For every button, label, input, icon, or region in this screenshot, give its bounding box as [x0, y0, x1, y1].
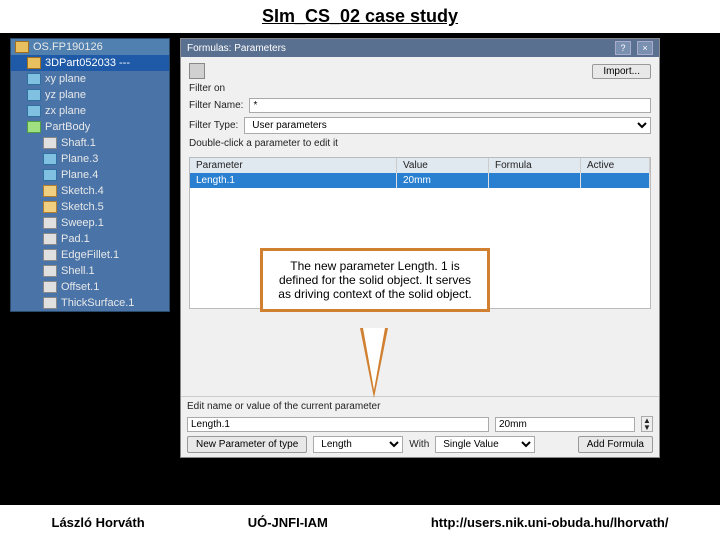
- body-icon: [27, 121, 41, 133]
- tree-item[interactable]: EdgeFillet.1: [11, 247, 169, 263]
- slide-footer: László Horváth UÓ-JNFI-IAM http://users.…: [0, 505, 720, 540]
- edit-name-input[interactable]: [187, 417, 489, 432]
- footer-author: László Horváth: [52, 515, 145, 530]
- plane-icon: [43, 153, 57, 165]
- filter-on-label: Filter on: [189, 83, 225, 94]
- add-formula-button[interactable]: Add Formula: [578, 436, 653, 453]
- filter-type-label: Filter Type:: [189, 120, 238, 131]
- cell-active: [581, 173, 650, 188]
- plane-icon: [27, 73, 41, 85]
- tree-item-label: Plane.4: [61, 169, 98, 181]
- grid-hint: Double-click a parameter to edit it: [189, 138, 338, 149]
- tree-item-label: Shell.1: [61, 265, 95, 277]
- feat-icon: [43, 217, 57, 229]
- value-spinner[interactable]: ▲▼: [641, 416, 653, 432]
- part3d-icon: [27, 57, 41, 69]
- tree-item[interactable]: Pad.1: [11, 231, 169, 247]
- tree-item[interactable]: Sketch.4: [11, 183, 169, 199]
- import-button[interactable]: Import...: [592, 64, 651, 79]
- sk-icon: [43, 185, 57, 197]
- feat-icon: [43, 265, 57, 277]
- tree-root[interactable]: OS.FP190126: [11, 39, 169, 55]
- help-button[interactable]: ?: [615, 41, 631, 55]
- tree-root-label: OS.FP190126: [33, 41, 103, 53]
- tree-item-label: Shaft.1: [61, 137, 96, 149]
- feat-icon: [43, 233, 57, 245]
- dialog-title: Formulas: Parameters: [187, 43, 286, 54]
- footer-url: http://users.nik.uni-obuda.hu/lhorvath/: [431, 515, 669, 530]
- part-icon: [15, 41, 29, 53]
- main-area: OS.FP190126 3DPart052033 --- xy plane yz …: [0, 33, 720, 463]
- col-formula[interactable]: Formula: [489, 158, 581, 173]
- grid-row[interactable]: Length.1 20mm: [190, 173, 650, 188]
- tree-item-label: zx plane: [45, 105, 86, 117]
- dialog-footer: Edit name or value of the current parame…: [181, 396, 659, 457]
- tree-item[interactable]: Sweep.1: [11, 215, 169, 231]
- plane-icon: [27, 105, 41, 117]
- col-parameter[interactable]: Parameter: [190, 158, 397, 173]
- callout-pointer-fill: [363, 328, 385, 390]
- tree-item-label: Sweep.1: [61, 217, 104, 229]
- tree-item[interactable]: Offset.1: [11, 279, 169, 295]
- feat-icon: [43, 297, 57, 309]
- cell-param: Length.1: [190, 173, 397, 188]
- fx-icon[interactable]: [189, 63, 205, 79]
- tree-item[interactable]: Shell.1: [11, 263, 169, 279]
- tree-selected-label: 3DPart052033 ---: [45, 57, 130, 69]
- grid-header: Parameter Value Formula Active: [190, 158, 650, 173]
- edit-value-input[interactable]: [495, 417, 635, 432]
- feature-tree[interactable]: OS.FP190126 3DPart052033 --- xy plane yz …: [10, 38, 170, 312]
- tree-item-label: xy plane: [45, 73, 86, 85]
- annotation-callout: The new parameter Length. 1 is defined f…: [260, 248, 490, 312]
- close-button[interactable]: ×: [637, 41, 653, 55]
- plane-icon: [43, 169, 57, 181]
- col-active[interactable]: Active: [581, 158, 650, 173]
- tree-item[interactable]: Shaft.1: [11, 135, 169, 151]
- tree-item-label: ThickSurface.1: [61, 297, 134, 309]
- slide-title: SIm_CS_02 case study: [0, 0, 720, 33]
- sk-icon: [43, 201, 57, 213]
- tree-item[interactable]: xy plane: [11, 71, 169, 87]
- tree-item[interactable]: ThickSurface.1: [11, 295, 169, 311]
- tree-selected[interactable]: 3DPart052033 ---: [11, 55, 169, 71]
- tree-item-label: Pad.1: [61, 233, 90, 245]
- tree-item-label: EdgeFillet.1: [61, 249, 119, 261]
- tree-item[interactable]: yz plane: [11, 87, 169, 103]
- edit-hint: Edit name or value of the current parame…: [187, 401, 380, 412]
- tree-item-label: Offset.1: [61, 281, 99, 293]
- tree-item[interactable]: Plane.4: [11, 167, 169, 183]
- new-parameter-button[interactable]: New Parameter of type: [187, 436, 307, 453]
- col-value[interactable]: Value: [397, 158, 489, 173]
- with-select[interactable]: Single Value: [435, 436, 535, 453]
- tree-item-label: Plane.3: [61, 153, 98, 165]
- tree-item-label: yz plane: [45, 89, 86, 101]
- tree-item-label: PartBody: [45, 121, 90, 133]
- tree-item[interactable]: Plane.3: [11, 151, 169, 167]
- dialog-titlebar: Formulas: Parameters ? ×: [181, 39, 659, 57]
- feat-icon: [43, 281, 57, 293]
- feat-icon: [43, 137, 57, 149]
- filter-name-label: Filter Name:: [189, 100, 243, 111]
- plane-icon: [27, 89, 41, 101]
- param-type-select[interactable]: Length: [313, 436, 403, 453]
- filter-name-input[interactable]: [249, 98, 651, 113]
- tree-item[interactable]: zx plane: [11, 103, 169, 119]
- tree-item[interactable]: Sketch.5: [11, 199, 169, 215]
- filter-type-select[interactable]: User parameters: [244, 117, 651, 134]
- with-label: With: [409, 439, 429, 450]
- callout-text: The new parameter Length. 1 is defined f…: [278, 259, 471, 301]
- cell-formula: [489, 173, 581, 188]
- feat-icon: [43, 249, 57, 261]
- cell-value: 20mm: [397, 173, 489, 188]
- tree-item-label: Sketch.5: [61, 201, 104, 213]
- tree-item[interactable]: PartBody: [11, 119, 169, 135]
- footer-org: UÓ-JNFI-IAM: [248, 515, 328, 530]
- tree-item-label: Sketch.4: [61, 185, 104, 197]
